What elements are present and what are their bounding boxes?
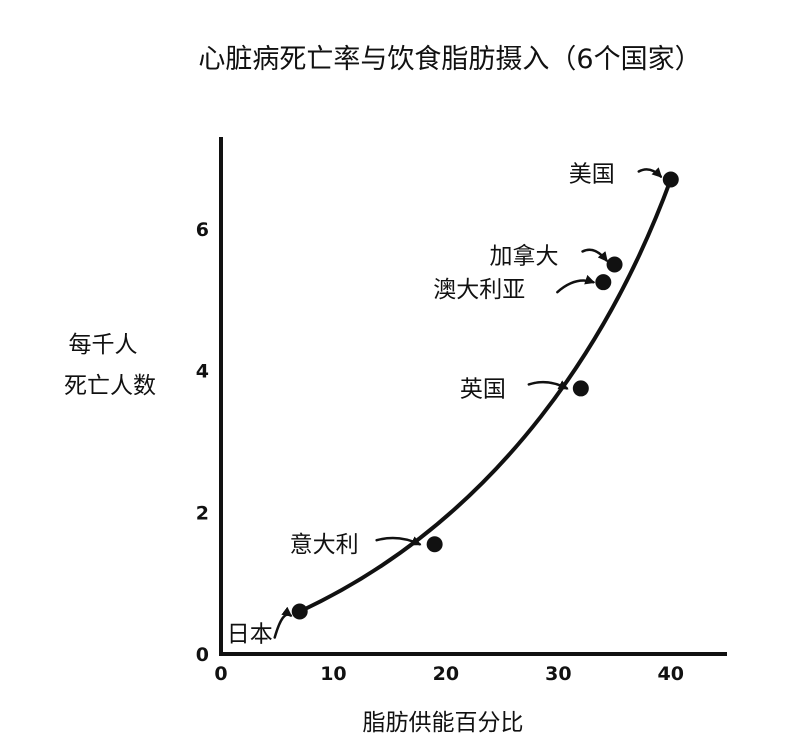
x-tick-label: 10: [320, 663, 346, 685]
axis-ticks: 0 10 20 30 40 0 2 4 6: [196, 219, 684, 685]
y-tick-label: 2: [196, 502, 209, 524]
y-axis-label-line-1: 每千人: [69, 332, 138, 358]
data-point-label: 意大利: [290, 532, 359, 558]
x-tick-label: 30: [545, 663, 571, 685]
data-point: [662, 171, 679, 188]
data-point: [291, 603, 308, 620]
label-arrow: [556, 274, 596, 294]
label-arrow: [581, 248, 608, 263]
data-points: 日本 意大利 英国 澳大利亚 加拿大 美国: [227, 161, 679, 648]
data-point-label: 英国: [460, 376, 506, 402]
data-point-label: 加拿大: [490, 242, 559, 269]
data-point: [572, 380, 589, 397]
y-tick-label: 4: [196, 361, 209, 383]
label-arrow: [375, 536, 422, 546]
x-axis-label: 脂肪供能百分比: [363, 710, 524, 736]
data-point-label: 日本: [227, 622, 273, 648]
data-point-label: 美国: [569, 161, 615, 187]
label-arrow: [273, 606, 293, 639]
chart-title: 心脏病死亡率与饮食脂肪摄入（6个国家）: [198, 44, 701, 75]
y-axis-label-line-2: 死亡人数: [64, 373, 156, 399]
label-arrow: [527, 380, 569, 390]
data-point-label: 澳大利亚: [433, 277, 525, 303]
y-tick-label: 6: [196, 219, 209, 241]
label-arrow: [637, 167, 663, 178]
x-tick-label: 20: [433, 663, 459, 685]
y-tick-label: 0: [196, 644, 209, 666]
data-point: [426, 536, 443, 553]
trend-curve: [297, 177, 673, 614]
x-tick-label: 0: [214, 663, 227, 685]
x-tick-label: 40: [658, 663, 684, 685]
data-point: [606, 256, 623, 273]
data-point: [595, 274, 612, 291]
